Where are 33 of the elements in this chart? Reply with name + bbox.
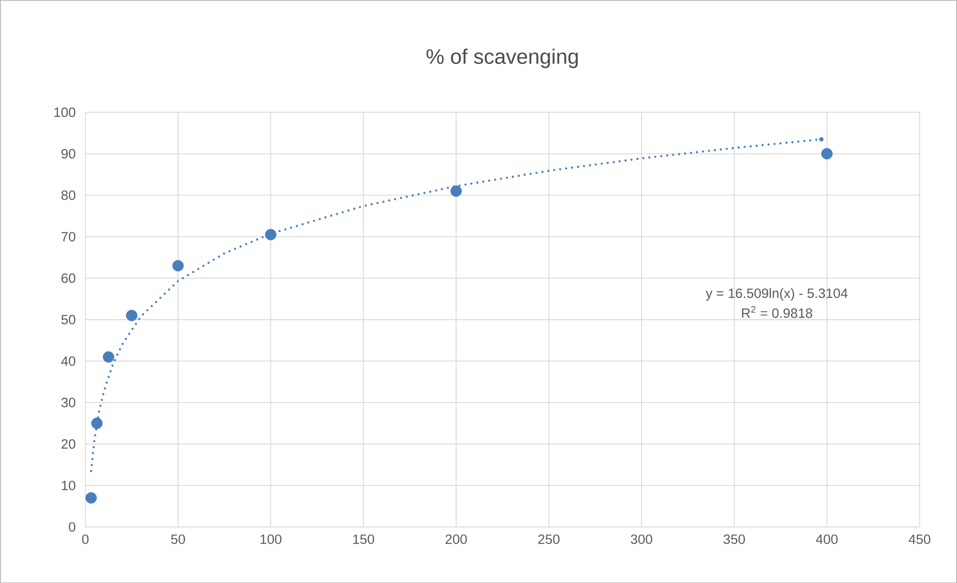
y-tick-label: 70 bbox=[62, 232, 76, 242]
point bbox=[102, 351, 114, 362]
y-tick-label: 40 bbox=[61, 356, 76, 366]
x-tick-label: 400 bbox=[816, 534, 838, 544]
x-tick-label: 250 bbox=[538, 534, 560, 544]
point bbox=[819, 136, 824, 142]
point bbox=[172, 260, 184, 272]
y-tick-label: 100 bbox=[54, 107, 76, 117]
x-tick-label: 350 bbox=[724, 534, 745, 544]
x-tick-label: 100 bbox=[260, 534, 282, 544]
y-tick-label: 20 bbox=[62, 439, 76, 449]
x-tick-label: 200 bbox=[446, 534, 467, 544]
point bbox=[450, 185, 462, 197]
point bbox=[126, 310, 138, 322]
x-tick-label: 0 bbox=[82, 534, 89, 544]
point bbox=[265, 228, 276, 240]
annotation: y = 16.509ln(x) - 5.3104 bbox=[706, 288, 848, 301]
chart-title: % of scavenging bbox=[426, 48, 578, 68]
y-tick-label: 10 bbox=[62, 480, 76, 490]
x-tick-label: 150 bbox=[353, 534, 374, 544]
x-tick-label: 50 bbox=[171, 534, 185, 544]
point bbox=[821, 148, 833, 160]
y-tick-label: 30 bbox=[61, 398, 76, 408]
y-tick-label: 60 bbox=[62, 273, 76, 283]
y-tick-label: 50 bbox=[61, 314, 76, 324]
y-tick-label: 80 bbox=[61, 190, 76, 200]
y-tick-label: 0 bbox=[68, 522, 76, 532]
x-tick-label: 450 bbox=[908, 534, 930, 544]
y-tick-label: 90 bbox=[62, 148, 76, 158]
point bbox=[85, 492, 97, 504]
point bbox=[91, 417, 103, 429]
x-tick-label: 300 bbox=[630, 534, 652, 544]
annotation: R$^{2}$ = 0.9818 bbox=[742, 306, 812, 318]
